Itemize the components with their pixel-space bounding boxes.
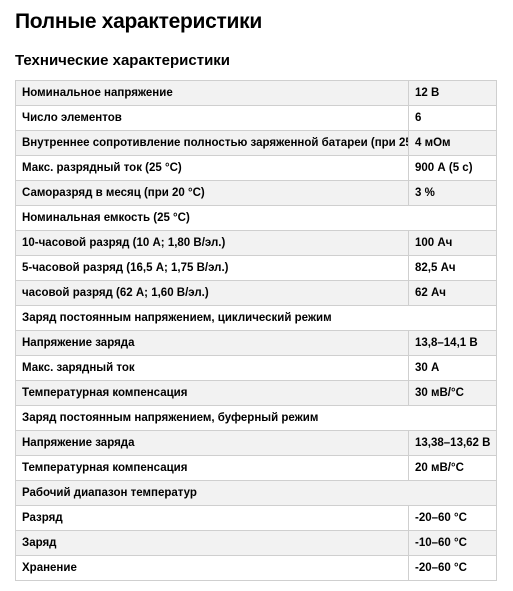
spec-label: Хранение xyxy=(15,555,409,581)
table-row: часовой разряд (62 А; 1,60 В/эл.) 62 Ач xyxy=(15,280,497,306)
spec-label: Макс. зарядный ток xyxy=(15,355,409,381)
spec-label: 5-часовой разряд (16,5 А; 1,75 В/эл.) xyxy=(15,255,409,281)
spec-value: 62 Ач xyxy=(408,280,497,306)
table-row: Напряжение заряда 13,8–14,1 В xyxy=(15,330,497,356)
spec-label: Напряжение заряда xyxy=(15,330,409,356)
table-row: Температурная компенсация 20 мВ/°С xyxy=(15,455,497,481)
spec-value: 30 А xyxy=(408,355,497,381)
spec-value: -20–60 °С xyxy=(408,505,497,531)
spec-label: Число элементов xyxy=(15,105,409,131)
table-row: Температурная компенсация 30 мВ/°С xyxy=(15,380,497,406)
group-header-label: Заряд постоянным напряжением, циклически… xyxy=(15,305,497,331)
table-row: 5-часовой разряд (16,5 А; 1,75 В/эл.) 82,… xyxy=(15,255,497,281)
table-row: Внутреннее сопротивление полностью заряж… xyxy=(15,130,497,156)
spec-label: Внутреннее сопротивление полностью заряж… xyxy=(15,130,409,156)
page-title: Полные характеристики xyxy=(15,10,262,33)
specifications-table: Номинальное напряжение 12 В Число элементо… xyxy=(15,80,497,581)
table-row: Напряжение заряда 13,38–13,62 В xyxy=(15,430,497,456)
spec-value: 82,5 Ач xyxy=(408,255,497,281)
group-header-label: Заряд постоянным напряжением, буферный р… xyxy=(15,405,497,431)
table-row: Макс. разрядный ток (25 °С) 900 А (5 с) xyxy=(15,155,497,181)
spec-value: 20 мВ/°С xyxy=(408,455,497,481)
table-row: Макс. зарядный ток 30 А xyxy=(15,355,497,381)
spec-label: Температурная компенсация xyxy=(15,380,409,406)
spec-value: 13,38–13,62 В xyxy=(408,430,497,456)
spec-value: 13,8–14,1 В xyxy=(408,330,497,356)
spec-value: 4 мОм xyxy=(408,130,497,156)
table-group-header-row: Номинальная емкость (25 °С) xyxy=(15,205,497,231)
group-header-label: Номинальная емкость (25 °С) xyxy=(15,205,497,231)
spec-value: 3 % xyxy=(408,180,497,206)
spec-label: Напряжение заряда xyxy=(15,430,409,456)
spec-label: часовой разряд (62 А; 1,60 В/эл.) xyxy=(15,280,409,306)
table-row: Заряд -10–60 °С xyxy=(15,530,497,556)
spec-value: 100 Ач xyxy=(408,230,497,256)
spec-label: 10-часовой разряд (10 А; 1,80 В/эл.) xyxy=(15,230,409,256)
spec-label: Саморазряд в месяц (при 20 °С) xyxy=(15,180,409,206)
table-row: Разряд -20–60 °С xyxy=(15,505,497,531)
spec-value: 900 А (5 с) xyxy=(408,155,497,181)
spec-value: 12 В xyxy=(408,80,497,106)
table-group-header-row: Заряд постоянным напряжением, буферный р… xyxy=(15,405,497,431)
spec-value: -10–60 °С xyxy=(408,530,497,556)
table-group-header-row: Рабочий диапазон температур xyxy=(15,480,497,506)
spec-label: Номинальное напряжение xyxy=(15,80,409,106)
spec-label: Макс. разрядный ток (25 °С) xyxy=(15,155,409,181)
spec-value: -20–60 °С xyxy=(408,555,497,581)
table-row: Саморазряд в месяц (при 20 °С) 3 % xyxy=(15,180,497,206)
specifications-table-body: Номинальное напряжение 12 В Число элементо… xyxy=(15,80,497,581)
table-row: Хранение -20–60 °С xyxy=(15,555,497,581)
spec-label: Разряд xyxy=(15,505,409,531)
spec-value: 6 xyxy=(408,105,497,131)
spec-label: Температурная компенсация xyxy=(15,455,409,481)
section-title: Технические характеристики xyxy=(15,52,231,69)
table-row: Номинальное напряжение 12 В xyxy=(15,80,497,106)
table-row: 10-часовой разряд (10 А; 1,80 В/эл.) 100 … xyxy=(15,230,497,256)
group-header-label: Рабочий диапазон температур xyxy=(15,480,497,506)
table-row: Число элементов 6 xyxy=(15,105,497,131)
spec-value: 30 мВ/°С xyxy=(408,380,497,406)
table-group-header-row: Заряд постоянным напряжением, циклически… xyxy=(15,305,497,331)
spec-label: Заряд xyxy=(15,530,409,556)
